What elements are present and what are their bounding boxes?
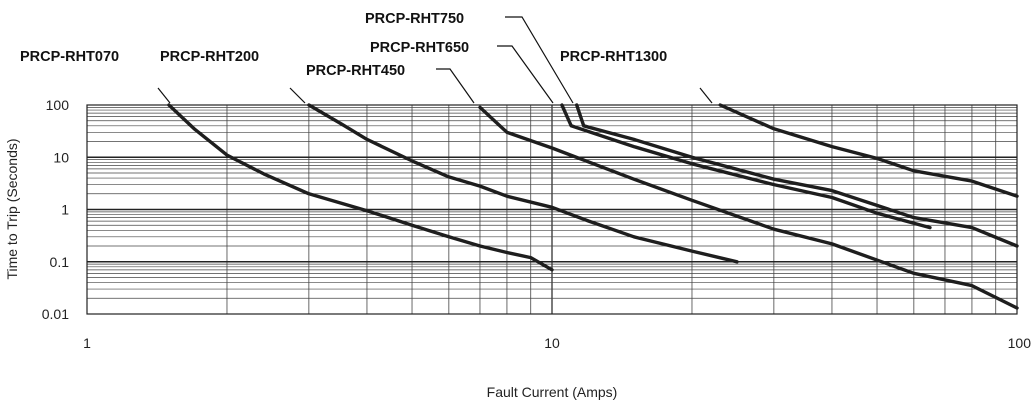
leader-line-prcp-rht070	[157, 87, 171, 104]
series-line-prcp-rht450	[478, 105, 1019, 310]
y-tick-label: 1	[61, 202, 69, 218]
y-tick-label: 10	[53, 149, 69, 165]
series-line-prcp-rht650	[560, 103, 932, 230]
label-leaders: PRCP-RHT070 PRCP-RHT200 PRCP-RHT450 PRCP-RH…	[20, 11, 713, 104]
series-label-prcp-rht750: PRCP-RHT750	[365, 11, 464, 27]
series-line-prcp-rht070	[167, 103, 554, 272]
y-tick-label: 100	[46, 97, 70, 113]
y-tick-label: 0.01	[42, 306, 69, 322]
x-tick-label: 100	[1008, 335, 1031, 351]
series-label-prcp-rht070: PRCP-RHT070	[20, 49, 119, 65]
series-layer	[167, 103, 1019, 310]
x-tick-label: 10	[544, 335, 560, 351]
horizontal-gridlines	[87, 107, 1017, 299]
series-label-prcp-rht650: PRCP-RHT650	[370, 40, 469, 56]
y-tick-labels: 100 10 1 0.1 0.01	[42, 97, 69, 322]
series-label-prcp-rht200: PRCP-RHT200	[160, 49, 259, 65]
y-axis-title: Time to Trip (Seconds)	[4, 138, 20, 279]
x-axis-title: Fault Current (Amps)	[487, 384, 618, 400]
series-line-prcp-rht750	[575, 103, 1019, 248]
leader-line-prcp-rht650	[497, 45, 554, 104]
x-tick-label: 1	[83, 335, 91, 351]
plot-frame	[86, 104, 1018, 315]
series-label-prcp-rht450: PRCP-RHT450	[306, 63, 405, 79]
leader-line-prcp-rht750	[505, 16, 574, 104]
series-line-prcp-rht1300	[718, 103, 1019, 198]
x-tick-labels: 1 10 100	[83, 335, 1031, 351]
y-tick-label: 0.1	[50, 254, 70, 270]
series-label-prcp-rht1300: PRCP-RHT1300	[560, 49, 667, 65]
leader-line-prcp-rht200	[289, 87, 306, 104]
leader-line-prcp-rht450	[436, 68, 475, 104]
leader-line-prcp-rht1300	[699, 87, 713, 104]
series-line-prcp-rht200	[307, 103, 739, 264]
